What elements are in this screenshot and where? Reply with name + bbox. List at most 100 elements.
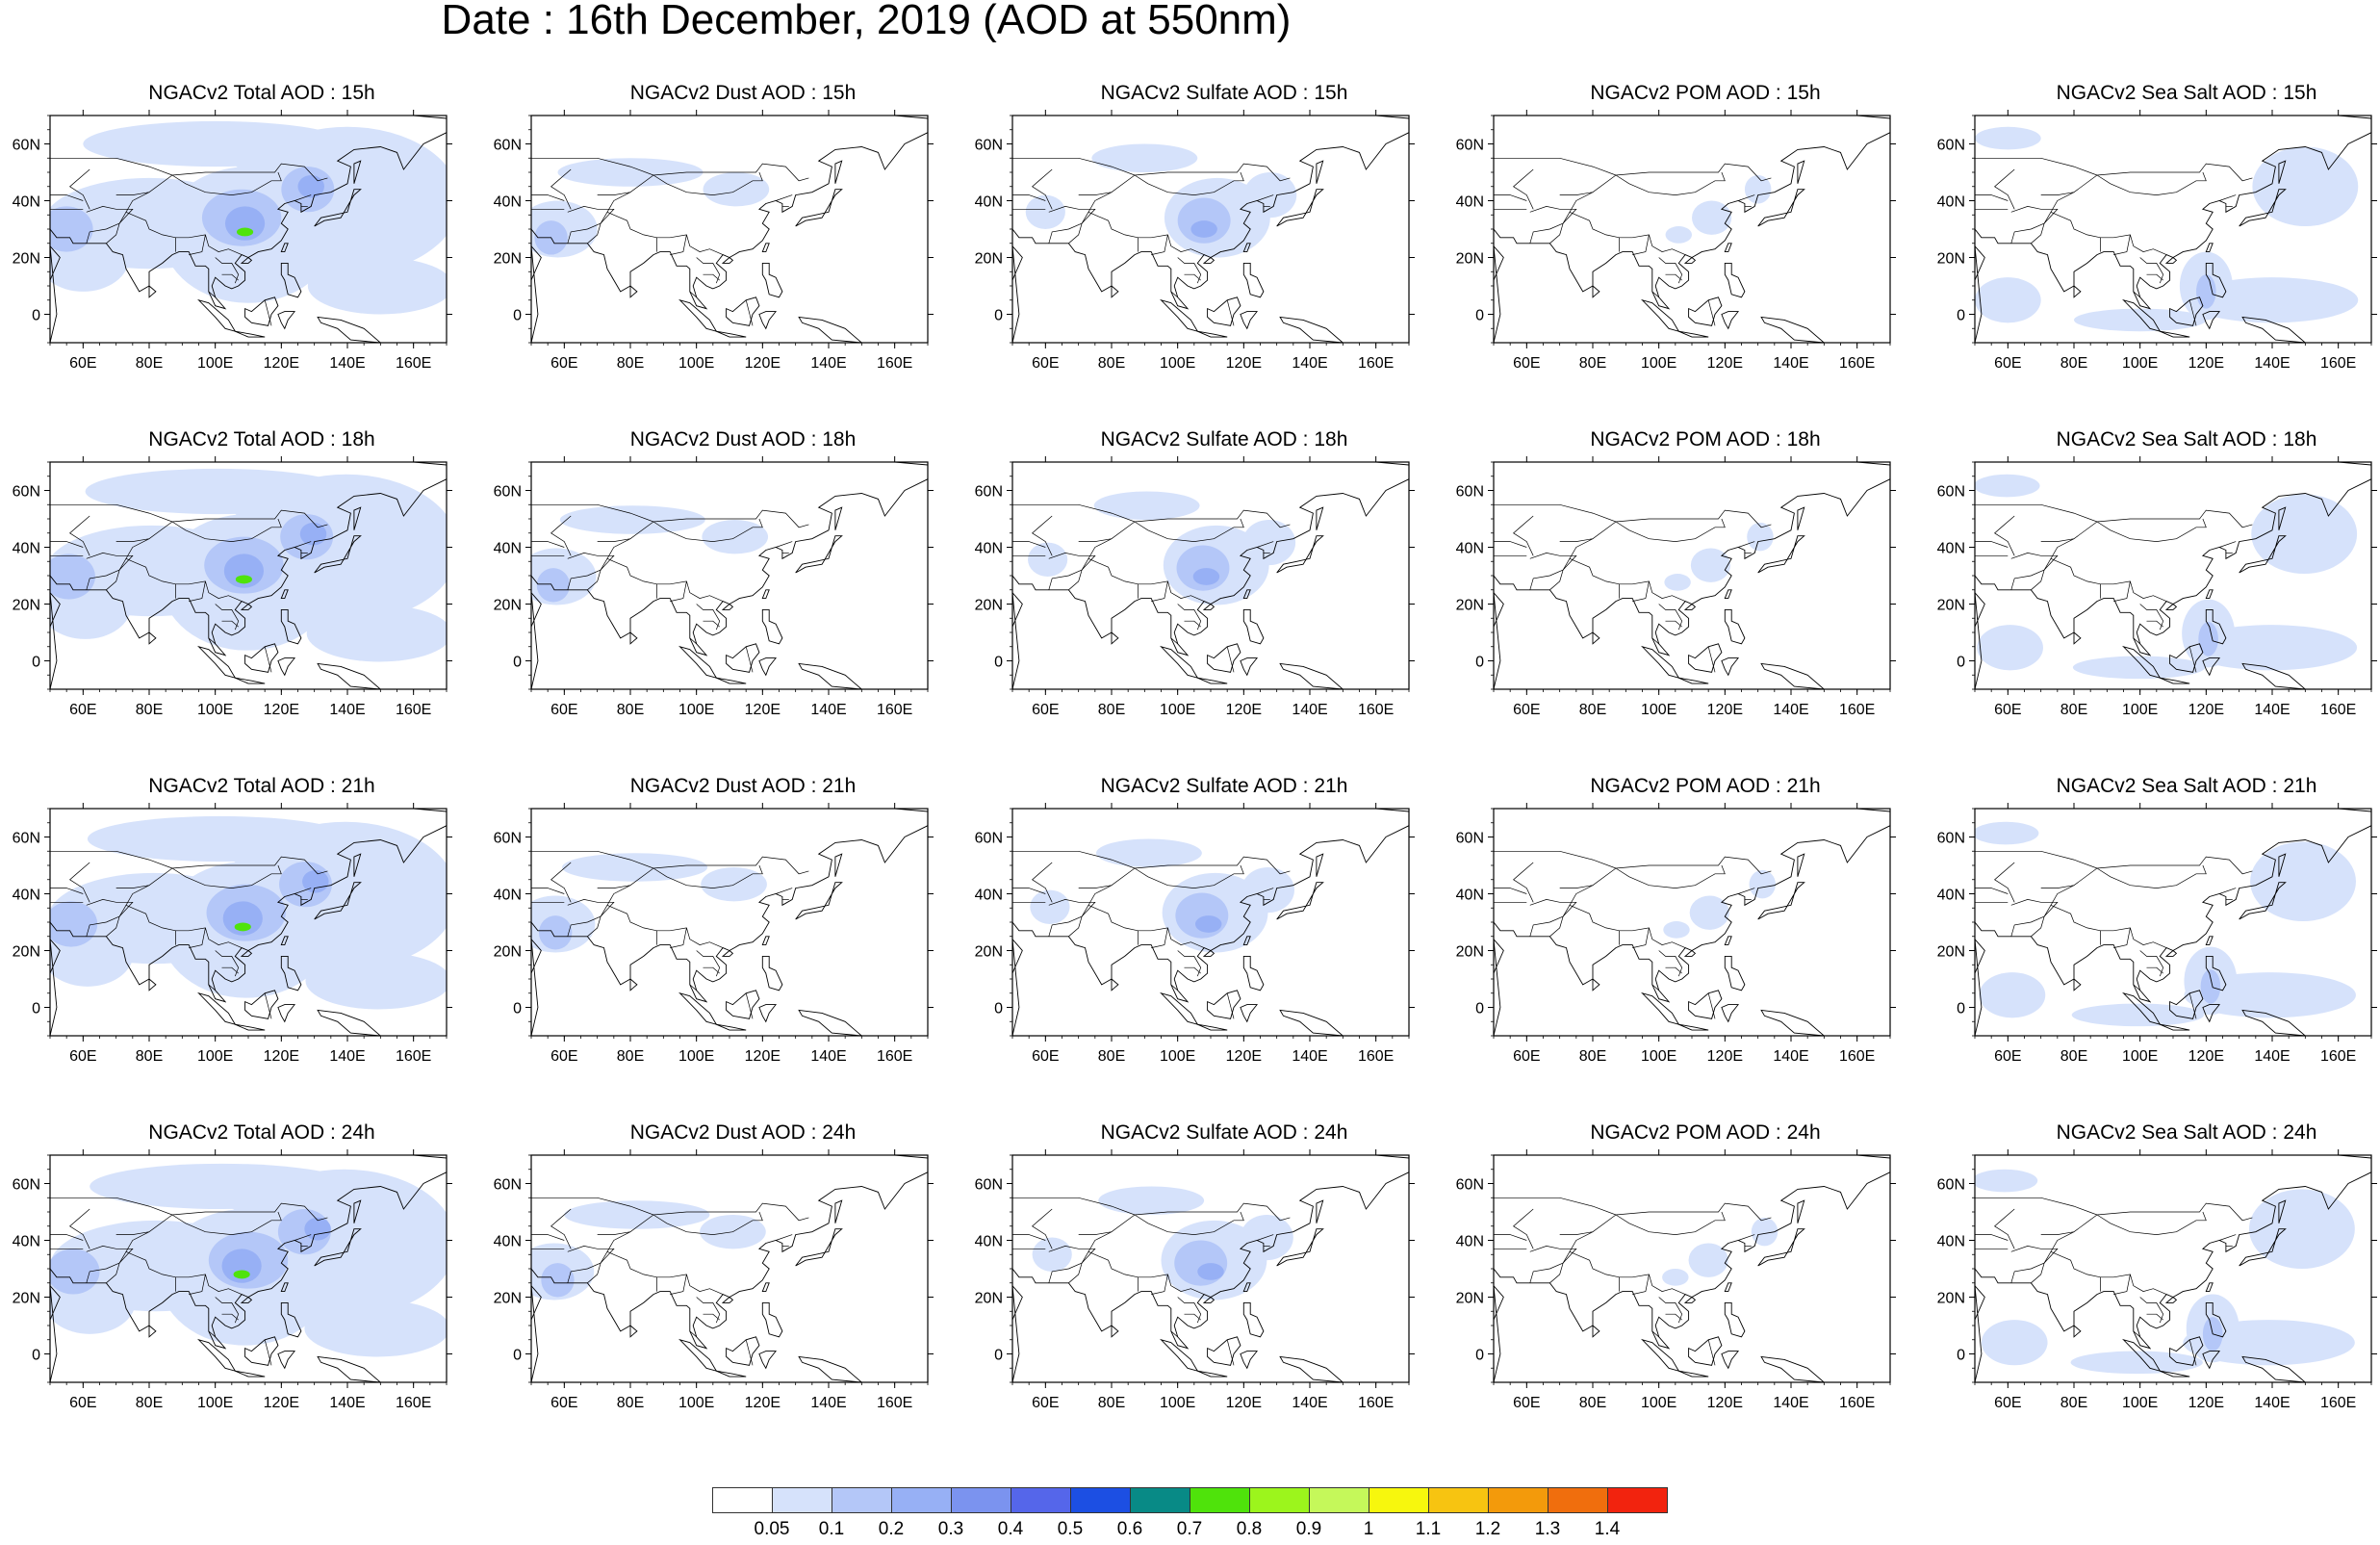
coastline [235,330,266,338]
lon-tick-label: 160E [1839,1395,1875,1411]
coastline [235,1023,266,1031]
aod-field [2252,146,2359,227]
country-border [653,864,763,888]
coastline [1592,285,1600,298]
aod-field [1979,972,2046,1018]
lon-tick-label: 100E [1641,1395,1676,1411]
lon-tick-label: 160E [877,1048,912,1065]
lat-tick-label: 60N [494,484,522,501]
aod-field [2074,308,2207,332]
coastline [2164,949,2178,957]
country-border [1658,604,1683,631]
lat-tick-label: 60N [13,1177,40,1194]
coastline [629,1325,638,1338]
map-plot: 60E 80E 100E 120E 140E 160E 60N 40N 20N 0 [1937,803,2377,1065]
country-border [171,1211,282,1235]
country-border [1975,1234,2009,1241]
coastline [2205,608,2227,645]
country-border [1494,1234,1527,1241]
lat-tick-label: 0 [994,308,1003,324]
lon-tick-label: 140E [329,702,365,718]
country-border [1134,171,1244,195]
coastline [1683,256,1697,264]
aod-field [50,901,98,947]
lon-tick-label: 120E [2188,355,2224,372]
lat-tick-label: 20N [13,944,40,961]
country-border [587,905,608,938]
colorbar-label: 1.1 [1415,1519,1442,1539]
coastline [1494,809,1890,1003]
country-border [1994,862,2015,903]
coastline [314,882,362,920]
aod-field [1197,1263,1224,1280]
coastline [197,1338,237,1372]
lat-tick-label: 0 [1475,1348,1484,1364]
coastline [1688,643,1723,673]
lat-tick-label: 60N [975,484,1003,501]
lat-tick-label: 40N [1456,194,1484,211]
coastline [1012,592,1023,689]
country-border [106,212,127,245]
coastline [1797,160,1805,184]
panel-title: NGACv2 Sulfate AOD : 21h [1100,775,1348,797]
country-border [2096,518,2207,542]
country-border [189,234,206,255]
country-border [531,888,565,894]
colorbar-label: 0.7 [1176,1519,1203,1539]
lon-tick-label: 140E [810,702,846,718]
panel-title: NGACv2 Dust AOD : 15h [629,82,857,104]
map-panel: NGACv2 POM AOD : 21h 60E 80E 100E 120E 140E 16… [1456,775,1917,1102]
country-border [2218,888,2237,894]
aod-field [50,206,93,252]
aod-field [557,158,704,187]
country-border [1658,1297,1683,1324]
lon-tick-label: 140E [1292,702,1327,718]
lon-tick-label: 160E [877,355,912,372]
coastline [353,160,362,184]
coastline [1242,1301,1265,1338]
lat-tick-label: 0 [1475,1001,1484,1017]
lat-tick-label: 20N [494,598,522,614]
lon-tick-label: 60E [550,1395,577,1411]
country-border [2040,192,2075,195]
coastline [795,882,843,920]
lat-tick-label: 20N [1456,251,1484,268]
lon-tick-label: 80E [2060,1395,2087,1411]
lon-tick-label: 100E [197,702,233,718]
country-border [1559,885,1594,888]
country-border [1134,1211,1244,1235]
aod-field [299,522,327,546]
lon-tick-label: 120E [745,1048,781,1065]
lat-tick-label: 40N [494,194,522,211]
colorbar-box [1548,1487,1608,1513]
coastline [2160,677,2190,684]
lon-tick-label: 60E [1994,702,2021,718]
lat-tick-label: 40N [13,541,40,557]
coastline [2239,535,2287,574]
country-border [1226,646,1235,673]
lon-tick-label: 120E [1226,702,1262,718]
country-border [1559,1231,1594,1235]
map-plot: 60E 80E 100E 120E 140E 160E 60N 40N 20N 0 [13,456,452,718]
country-border [1078,538,1113,542]
country-border [1632,234,1650,255]
lon-tick-label: 100E [2122,1048,2158,1065]
coastline [1240,1351,1259,1370]
coastline [629,978,638,991]
coastline [2205,955,2227,991]
country-border [531,1234,565,1241]
country-border [1665,1313,1682,1321]
lon-tick-label: 80E [1098,1048,1125,1065]
coastline [1494,939,1504,1036]
country-border [1529,553,1577,590]
aod-field [1975,1169,2038,1193]
coastline [2169,1336,2204,1366]
lon-tick-label: 80E [1579,1048,1606,1065]
country-border [696,257,721,284]
colorbar-box [1249,1487,1310,1513]
coastline [2278,1199,2287,1223]
country-border [775,541,793,548]
country-border [1012,503,1291,528]
colorbar-label: 0.6 [1116,1519,1143,1539]
country-border [1975,503,2253,528]
